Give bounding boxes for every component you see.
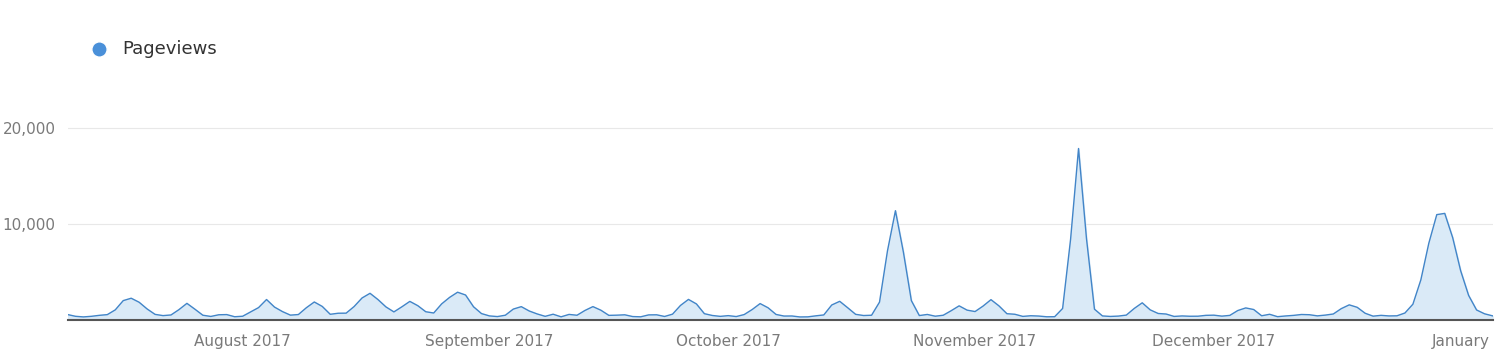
Legend: Pageviews: Pageviews [76, 34, 224, 65]
